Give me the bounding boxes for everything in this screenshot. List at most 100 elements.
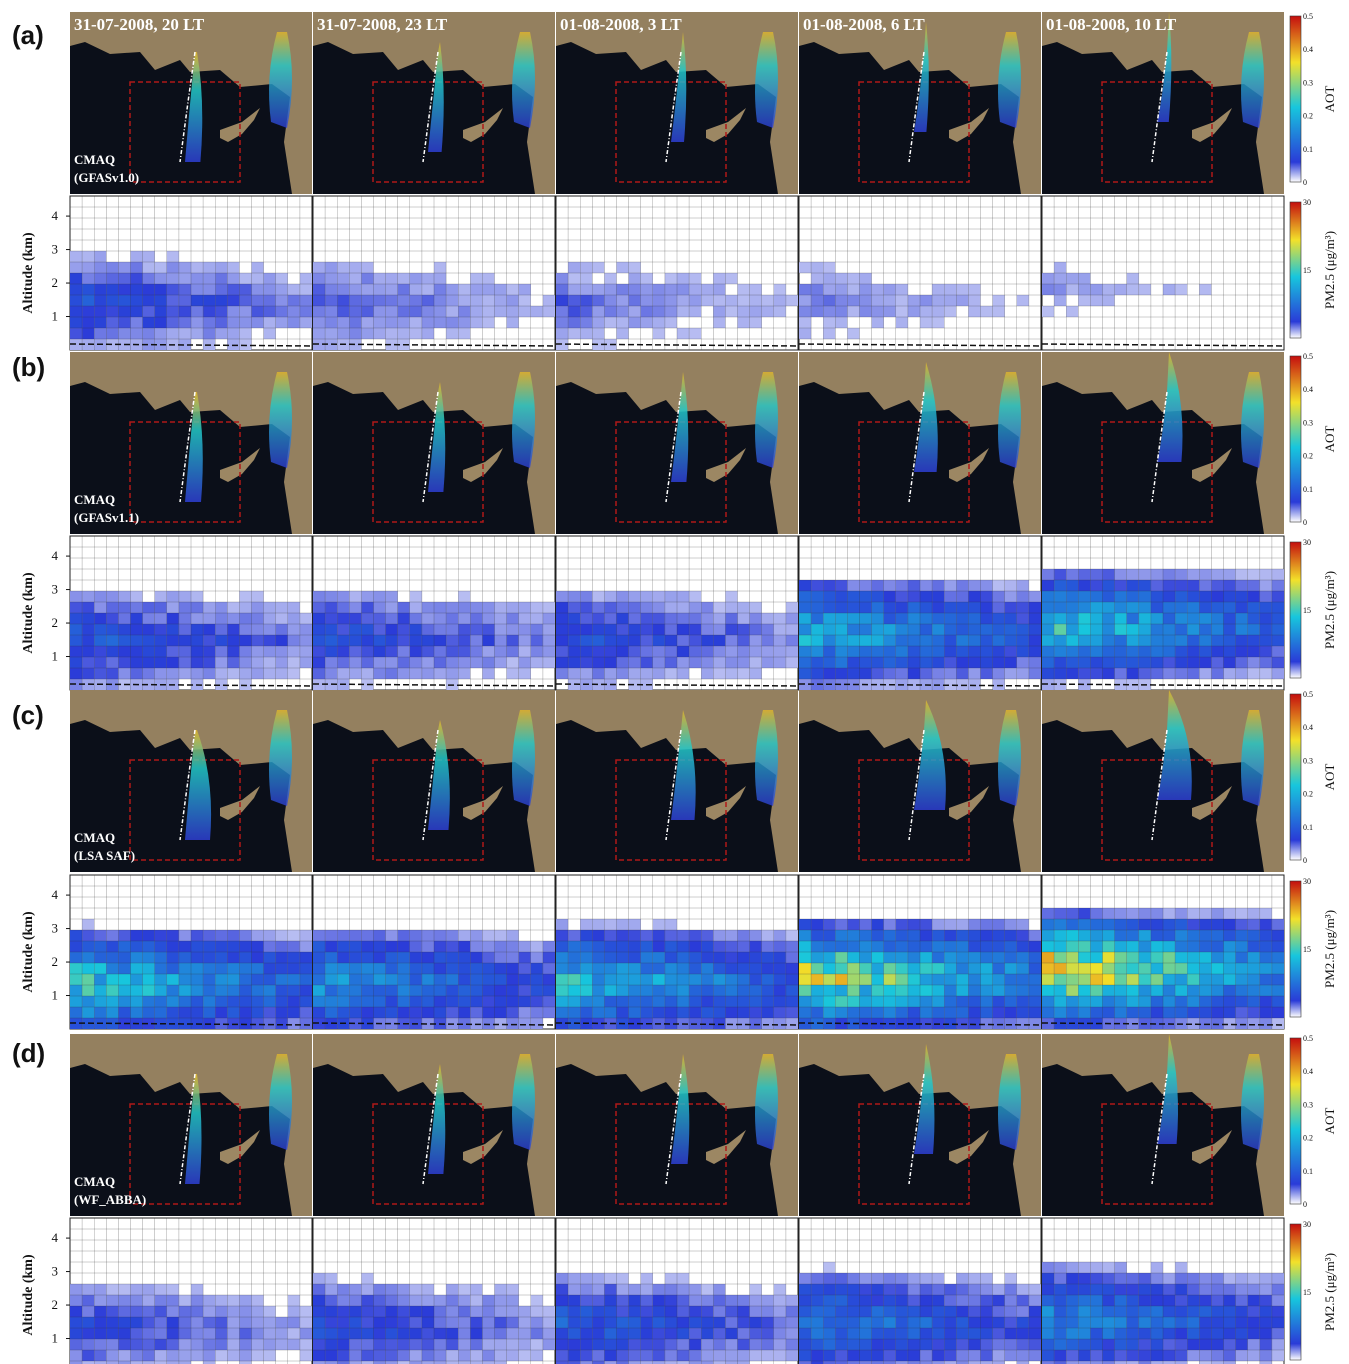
pm-cell bbox=[263, 657, 276, 668]
pm-cell bbox=[568, 328, 581, 339]
pm-cell bbox=[1004, 1273, 1017, 1284]
pm-cell bbox=[1042, 1018, 1055, 1029]
pm-cell bbox=[737, 1306, 750, 1317]
pm-cell bbox=[1114, 1284, 1127, 1295]
pm-cell bbox=[299, 273, 312, 284]
pm-cell bbox=[1126, 1284, 1139, 1295]
pm-cell bbox=[349, 317, 362, 328]
pm-cell bbox=[859, 952, 872, 963]
pm-cell bbox=[835, 1007, 848, 1018]
pm-cell bbox=[1199, 952, 1212, 963]
pm-cell bbox=[932, 646, 945, 657]
pm-cell bbox=[907, 1284, 920, 1295]
pm-cell bbox=[568, 974, 581, 985]
pm-cell bbox=[1223, 963, 1236, 974]
pm-cell bbox=[1078, 1295, 1091, 1306]
pm-cell bbox=[677, 974, 690, 985]
pm-cell bbox=[1114, 919, 1127, 930]
pm-cell bbox=[1271, 624, 1284, 635]
pm-cell bbox=[1004, 985, 1017, 996]
pm-cell bbox=[883, 668, 896, 679]
pm-cell bbox=[506, 1007, 519, 1018]
pm-cell bbox=[640, 317, 653, 328]
pm-cell bbox=[980, 602, 993, 613]
pm-cell bbox=[811, 1273, 824, 1284]
eastern-plume bbox=[1241, 372, 1264, 468]
pm-cell bbox=[118, 646, 131, 657]
pm-cell bbox=[847, 635, 860, 646]
pm-cell bbox=[1042, 1317, 1055, 1328]
pm-cell bbox=[1126, 1007, 1139, 1018]
pm-cell bbox=[409, 591, 422, 602]
pm-cell bbox=[761, 1317, 774, 1328]
map-panel-3-3 bbox=[799, 1034, 1041, 1216]
pm-cell bbox=[434, 273, 447, 284]
pm-cell bbox=[82, 317, 95, 328]
pm-cell bbox=[349, 657, 362, 668]
pm-cell bbox=[191, 941, 204, 952]
pm-cell bbox=[275, 952, 288, 963]
land-mass bbox=[313, 1034, 555, 1216]
pm-cell bbox=[761, 635, 774, 646]
pm-cell bbox=[1102, 963, 1115, 974]
flight-track-line bbox=[179, 1073, 196, 1185]
pm-cell bbox=[70, 679, 83, 690]
pm-cell bbox=[1016, 974, 1029, 985]
pm-cell bbox=[1199, 1339, 1212, 1350]
pm-cell bbox=[944, 679, 957, 690]
pm-cell bbox=[397, 941, 410, 952]
pm-cell bbox=[568, 1339, 581, 1350]
altitude-tick-label: 4 bbox=[52, 887, 59, 902]
aot-tick-label: 0.2 bbox=[1303, 452, 1313, 461]
pm-cell bbox=[82, 646, 95, 657]
pm-cell bbox=[652, 1284, 665, 1295]
pm-tick-label: 15 bbox=[1303, 945, 1311, 954]
pm-cell bbox=[799, 985, 812, 996]
pm-cell bbox=[470, 657, 483, 668]
pm-cell bbox=[1102, 1361, 1115, 1364]
pm-cell bbox=[130, 1306, 143, 1317]
pm-cell bbox=[1066, 1317, 1079, 1328]
flight-track-line bbox=[1151, 51, 1168, 163]
pm-cell bbox=[944, 591, 957, 602]
pm-cell bbox=[1163, 580, 1176, 591]
pm-cell bbox=[239, 952, 252, 963]
pm-cell bbox=[628, 317, 641, 328]
smoke-plume bbox=[1157, 12, 1172, 122]
pm-cell bbox=[580, 1273, 593, 1284]
pm-cell bbox=[1004, 624, 1017, 635]
pm-cell bbox=[142, 1284, 155, 1295]
pm-cell bbox=[604, 668, 617, 679]
pm-cell bbox=[1016, 1295, 1029, 1306]
pm-cell bbox=[1211, 591, 1224, 602]
pm-cell bbox=[275, 1018, 288, 1029]
pm-cell bbox=[337, 996, 350, 1007]
pm-cell bbox=[349, 1339, 362, 1350]
pm-cell bbox=[920, 985, 933, 996]
pm-cell bbox=[542, 306, 555, 317]
pm-cell bbox=[458, 941, 471, 952]
pm-cell bbox=[799, 1018, 812, 1029]
pm-cell bbox=[556, 963, 569, 974]
pm-cell bbox=[203, 1317, 216, 1328]
pm-cell bbox=[823, 591, 836, 602]
pm-cell bbox=[944, 1361, 957, 1364]
pm-cell bbox=[166, 1295, 179, 1306]
pm-cell bbox=[1150, 591, 1163, 602]
pm-cell bbox=[811, 613, 824, 624]
pm-cell bbox=[299, 1007, 312, 1018]
altitude-axis-title: Altitude (km) bbox=[21, 572, 36, 654]
pm-cell bbox=[118, 262, 131, 273]
pm-tick-label: 30 bbox=[1303, 538, 1311, 547]
analysis-box-outline bbox=[615, 1103, 727, 1205]
pm-cell bbox=[494, 613, 507, 624]
pm-cell bbox=[1042, 1273, 1055, 1284]
analysis-box-outline bbox=[129, 759, 241, 861]
pm-cell bbox=[980, 1295, 993, 1306]
pm-cell bbox=[1042, 1350, 1055, 1361]
pm-cell bbox=[1259, 569, 1272, 580]
pm-cell bbox=[325, 262, 338, 273]
pm-cell bbox=[932, 668, 945, 679]
pm-cell bbox=[1138, 1317, 1151, 1328]
